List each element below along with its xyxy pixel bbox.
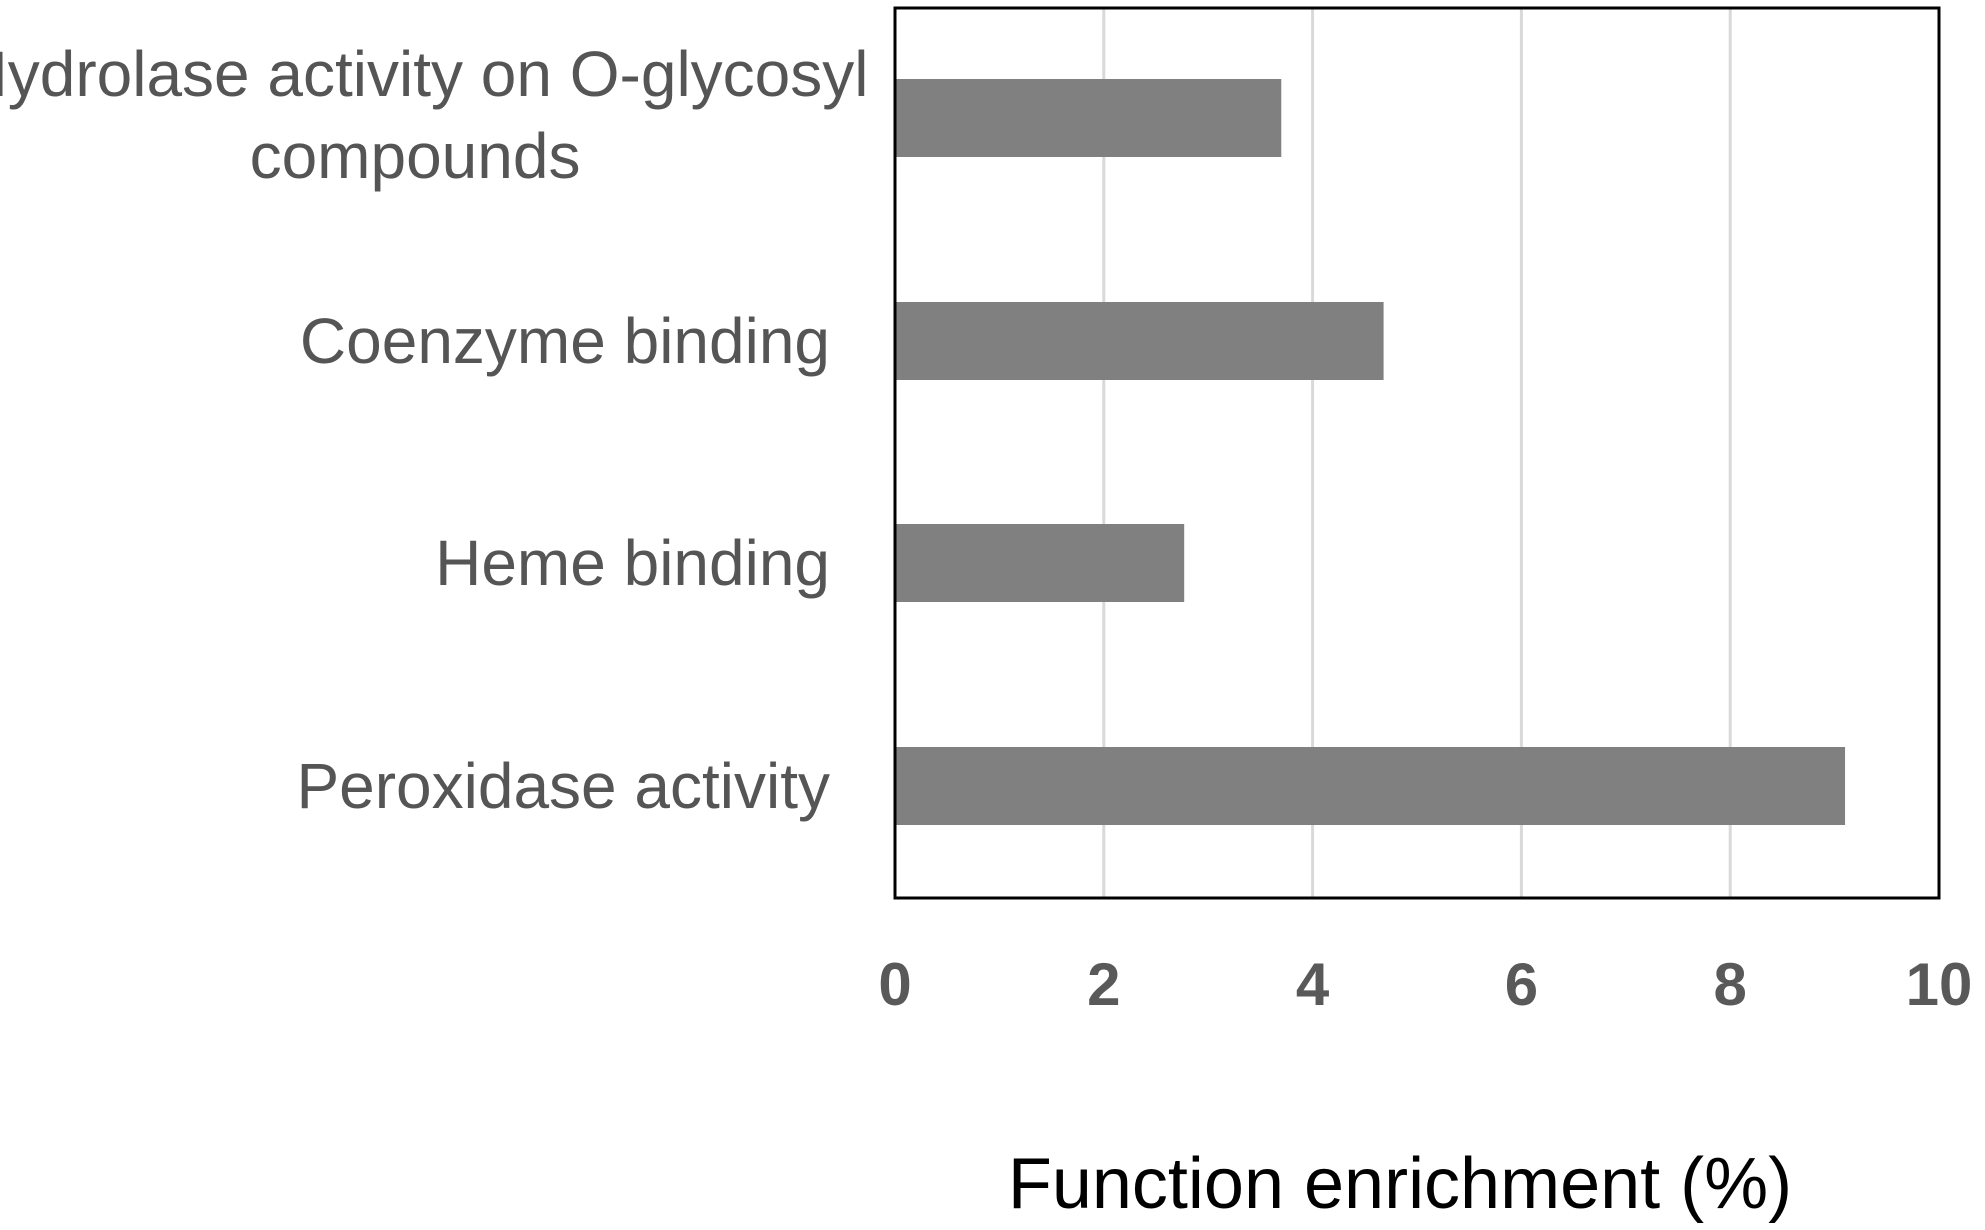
x-tick-label: 6 <box>1505 951 1538 1018</box>
x-axis-title: Function enrichment (%) <box>1008 1144 1792 1224</box>
x-tick-labels: 0 2 4 6 8 10 <box>878 951 1972 1018</box>
category-label: Peroxidase activity <box>296 750 830 822</box>
bars <box>895 79 1846 825</box>
bar <box>895 524 1185 602</box>
x-tick-label: 2 <box>1087 951 1120 1018</box>
bar <box>895 79 1282 157</box>
x-tick-label: 10 <box>1906 951 1973 1018</box>
x-tick-label: 0 <box>878 951 911 1018</box>
category-label: Heme binding <box>435 527 830 599</box>
category-labels: Hydrolase activity on O-glycosyl compound… <box>0 38 868 822</box>
plot-frame <box>893 6 1941 900</box>
x-tick-label: 8 <box>1714 951 1747 1018</box>
category-label: Coenzyme binding <box>300 305 830 377</box>
bar <box>895 747 1846 825</box>
x-tick-label: 4 <box>1296 951 1330 1018</box>
category-label: Hydrolase activity on O-glycosyl compound… <box>0 38 868 192</box>
bar <box>895 302 1384 380</box>
